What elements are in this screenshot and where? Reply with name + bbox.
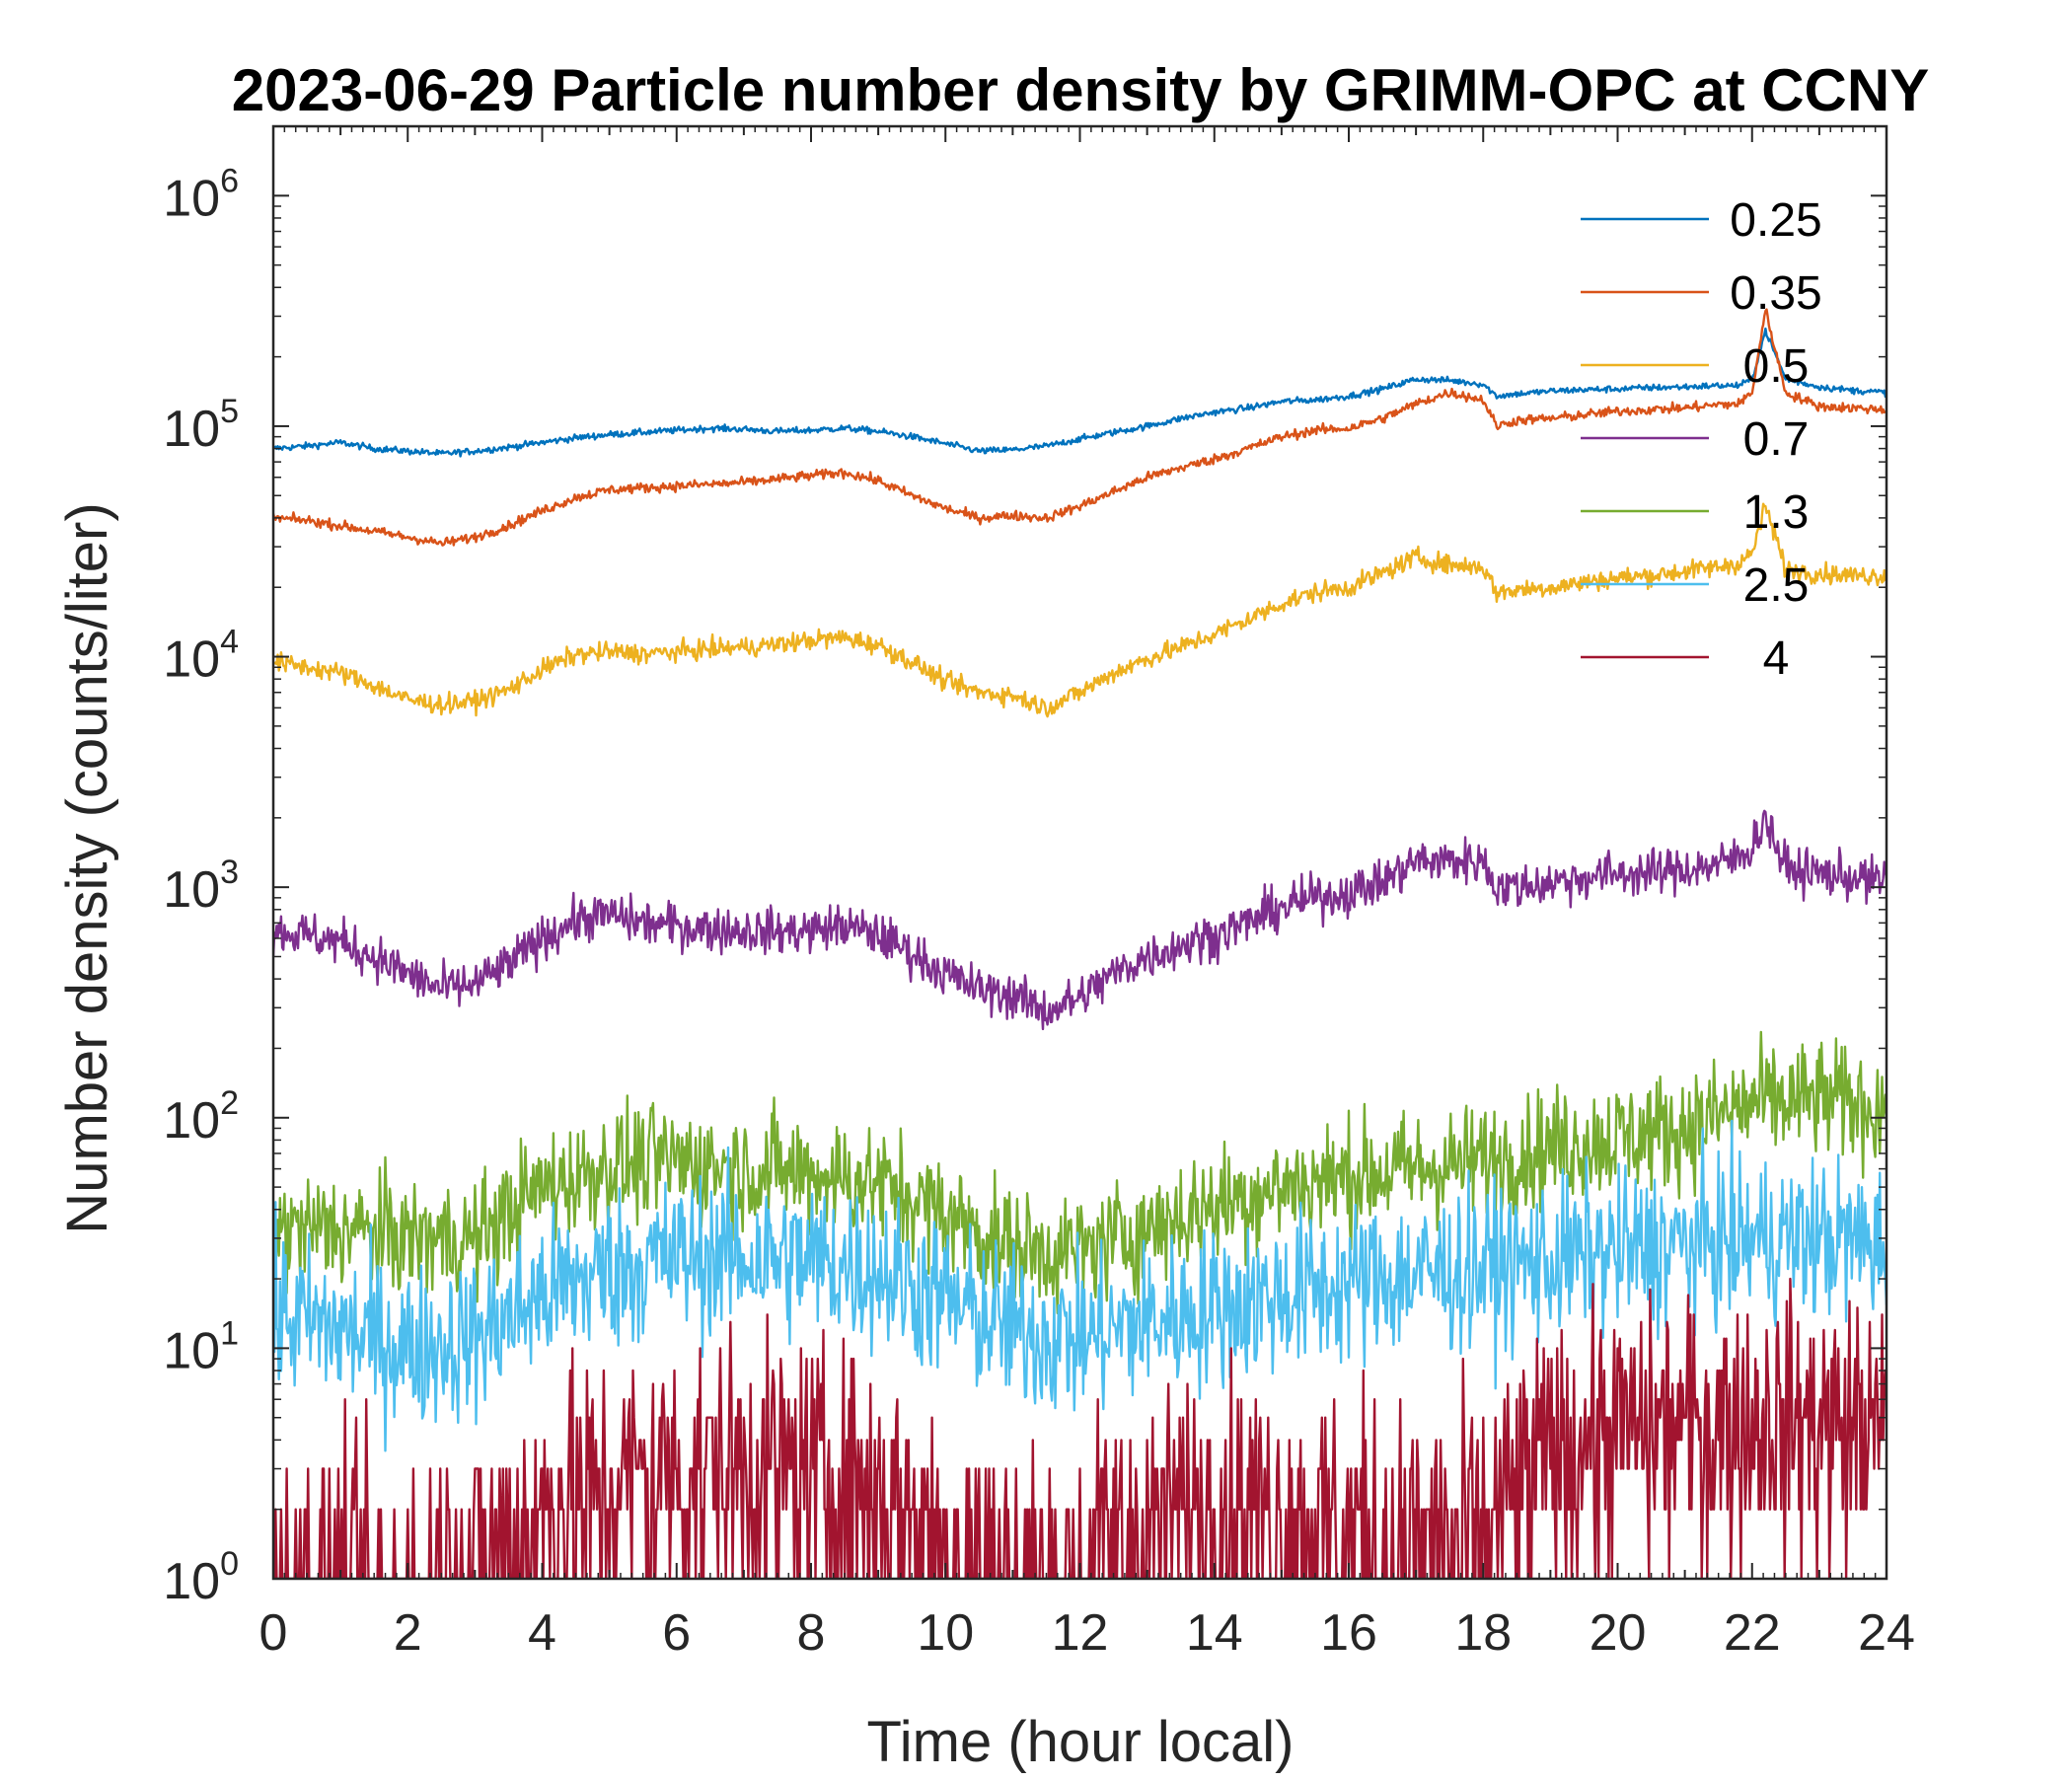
x-tick-label: 18 bbox=[1454, 1604, 1512, 1662]
series-line-1-3 bbox=[273, 1030, 1887, 1316]
legend-label: 0.7 bbox=[1743, 413, 1810, 466]
x-tick-label: 14 bbox=[1186, 1604, 1243, 1662]
series-line-0-35 bbox=[273, 308, 1887, 547]
plot-area bbox=[273, 308, 1887, 1579]
legend-label: 0.35 bbox=[1730, 267, 1821, 320]
axes: 0 2 4 6 8 10 12 14 16 18 20 22 241001011021031041051… bbox=[163, 124, 1915, 1662]
chart-title: 2023-06-29 Particle number density by GR… bbox=[232, 57, 1930, 123]
x-axis-label: Time (hour local) bbox=[867, 1710, 1295, 1774]
series-line-0-5 bbox=[273, 502, 1887, 718]
x-tick-label: 12 bbox=[1052, 1604, 1109, 1662]
legend-label: 0.5 bbox=[1743, 340, 1810, 393]
legend-label: 0.25 bbox=[1730, 194, 1821, 247]
y-tick-label: 100 bbox=[163, 1545, 239, 1610]
x-tick-label: 24 bbox=[1858, 1604, 1915, 1662]
x-tick-label: 20 bbox=[1590, 1604, 1647, 1662]
y-tick-label: 106 bbox=[163, 162, 239, 227]
x-tick-label: 6 bbox=[662, 1604, 691, 1662]
legend-label: 2.5 bbox=[1743, 559, 1810, 612]
x-tick-label: 16 bbox=[1320, 1604, 1377, 1662]
series-line-0-7 bbox=[273, 809, 1887, 1031]
y-tick-label: 103 bbox=[163, 853, 239, 919]
y-tick-label: 104 bbox=[163, 624, 239, 689]
x-tick-label: 10 bbox=[917, 1604, 974, 1662]
x-tick-label: 8 bbox=[797, 1604, 826, 1662]
y-tick-label: 101 bbox=[163, 1314, 239, 1379]
x-tick-label: 22 bbox=[1724, 1604, 1781, 1662]
legend-label: 4 bbox=[1763, 632, 1790, 685]
series-line-2-5 bbox=[273, 1119, 1887, 1452]
y-axis-label: Number density (counts/liter) bbox=[55, 502, 119, 1233]
x-tick-label: 2 bbox=[394, 1604, 422, 1662]
y-tick-label: 102 bbox=[163, 1084, 239, 1150]
x-tick-label: 0 bbox=[259, 1604, 288, 1662]
series-group bbox=[273, 308, 1887, 1579]
series-line-0-25 bbox=[273, 327, 1887, 458]
legend-label: 1.3 bbox=[1743, 486, 1810, 539]
y-tick-label: 105 bbox=[163, 393, 239, 458]
x-tick-label: 4 bbox=[528, 1604, 556, 1662]
legend: 0.25 0.35 0.5 0.7 1.3 2.5 4 bbox=[1581, 194, 1822, 685]
series-line-4 bbox=[273, 1277, 1887, 1579]
